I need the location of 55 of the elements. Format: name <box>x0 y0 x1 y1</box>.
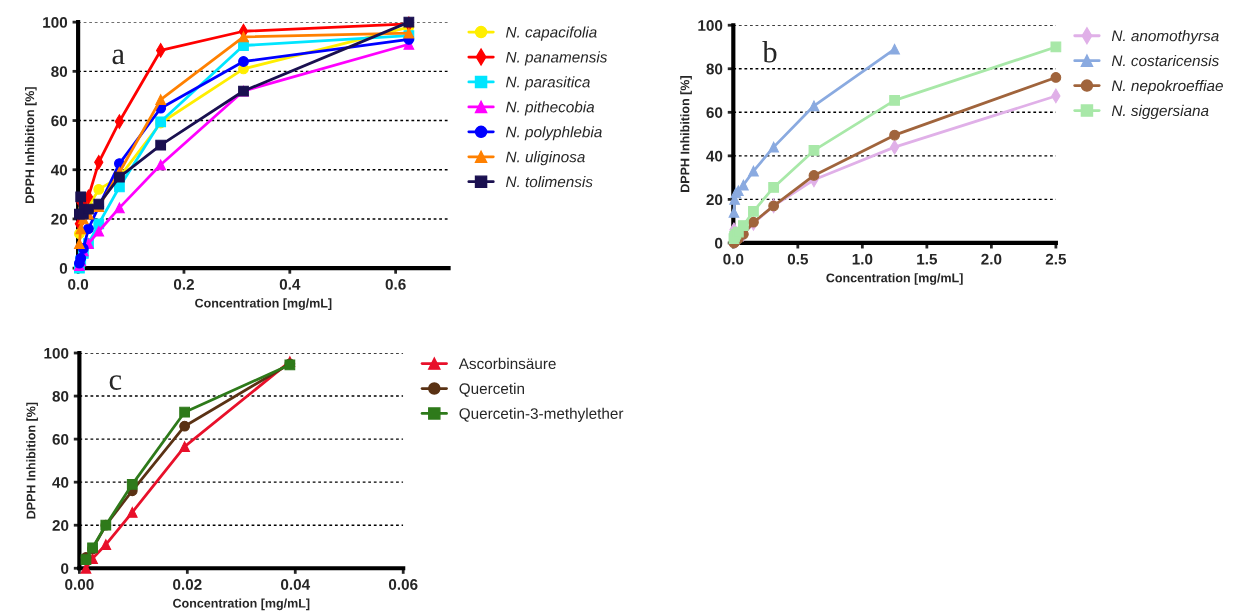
y-tick-label: 20 <box>51 213 68 225</box>
x-tick-label: 0.5 <box>787 253 809 265</box>
y-tick-label: 0 <box>59 263 68 274</box>
x-tick-label: 0.00 <box>65 579 94 590</box>
annotation: a <box>112 49 125 65</box>
legend-label: N. polyphlebia <box>505 126 602 141</box>
y-tick-label: 60 <box>706 107 723 118</box>
y-tick-label: 40 <box>50 164 68 176</box>
x-tick-label: 0.4 <box>279 278 301 290</box>
legend-label: N. parasitica <box>505 76 590 91</box>
y-tick-label: 0 <box>61 563 69 574</box>
y-axis-title: DPPH Inhibition [%] <box>680 76 692 192</box>
legend-label: N. panamensis <box>505 51 608 66</box>
x-tick-label: 0.04 <box>281 579 311 590</box>
x-axis-title: Concentration [mg/mL] <box>826 273 963 285</box>
y-tick-label: 80 <box>52 390 69 402</box>
annotation: b <box>762 41 777 63</box>
y-tick-label: 0 <box>715 237 723 249</box>
x-axis-title: Concentration [mg/mL] <box>195 298 332 311</box>
legend-label: N. siggersiana <box>1111 104 1209 120</box>
legend-label: N. capacifolia <box>505 26 597 41</box>
y-tick-label: 100 <box>698 20 723 31</box>
y-tick-label: 80 <box>706 63 723 75</box>
legend-label: Ascorbinsäure <box>458 357 556 370</box>
x-tick-label: 0.0 <box>723 253 744 265</box>
legend-label: N. uliginosa <box>505 151 585 166</box>
y-tick-label: 20 <box>52 520 69 531</box>
legend-label: N. anomothyrsa <box>1111 30 1219 45</box>
y-tick-label: 40 <box>706 150 723 162</box>
y-tick-label: 100 <box>43 17 68 28</box>
x-tick-label: 0.06 <box>388 579 418 590</box>
x-tick-label: 0.2 <box>173 278 194 290</box>
y-tick-label: 80 <box>51 66 68 78</box>
legend-label: N. nepokroeffiae <box>1111 79 1223 95</box>
x-tick-label: 0.6 <box>385 278 406 290</box>
x-tick-label: 0.02 <box>173 579 202 590</box>
x-tick-label: 2.5 <box>1045 253 1067 265</box>
legend-label: Quercetin-3-methylether <box>459 407 624 422</box>
y-tick-label: 60 <box>51 115 68 127</box>
legend-label: Quercetin <box>459 382 524 397</box>
y-tick-label: 20 <box>706 194 723 206</box>
x-axis-title: Concentration [mg/mL] <box>173 598 310 611</box>
legend-label: N. tolimensis <box>505 176 593 188</box>
x-tick-label: 0.0 <box>68 278 89 290</box>
x-tick-label: 2.0 <box>981 253 1002 265</box>
y-tick-label: 100 <box>44 347 69 359</box>
y-tick-label: 40 <box>52 477 69 488</box>
x-tick-label: 1.5 <box>917 253 938 265</box>
x-tick-label: 1.0 <box>852 253 873 265</box>
y-axis-title: DPPH Inhibition [%] <box>25 87 37 203</box>
legend-label: N. pithecobia <box>505 101 595 116</box>
y-tick-label: 60 <box>52 433 69 445</box>
annotation: c <box>109 375 122 390</box>
y-axis-title: DPPH Inhibition [%] <box>26 402 38 519</box>
legend-label: N. costaricensis <box>1111 54 1219 67</box>
